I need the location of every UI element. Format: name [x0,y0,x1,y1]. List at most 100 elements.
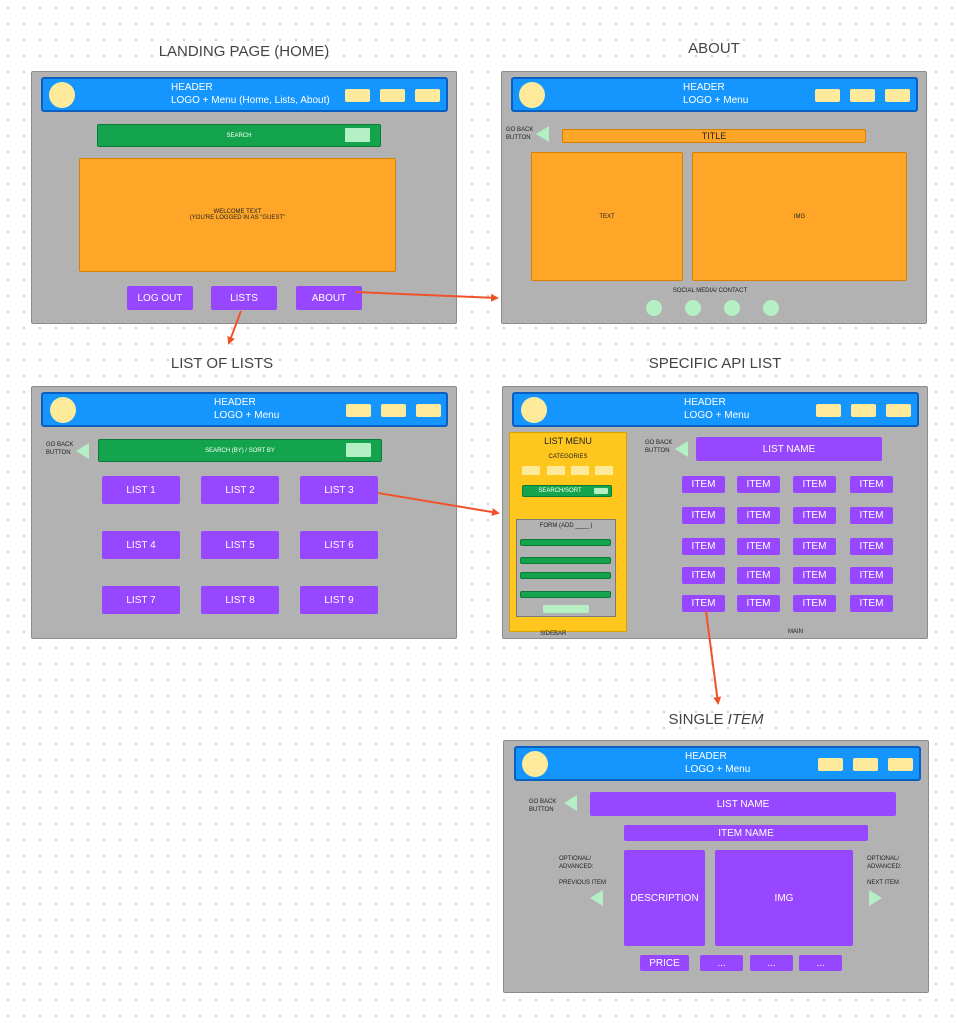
item-button[interactable]: ITEM [737,507,780,524]
landing-menu-button-2[interactable] [380,89,405,102]
list-3-button[interactable]: LIST 3 [300,476,378,504]
form-field-2[interactable] [520,557,611,564]
list-8-button[interactable]: LIST 8 [201,586,279,614]
item-button[interactable]: ITEM [793,476,836,493]
form-field-3[interactable] [520,572,611,579]
social-icon-3[interactable] [724,300,740,316]
specific-menu-button-1[interactable] [816,404,841,417]
sidebar-label: SIDEBAR [540,631,567,637]
item-button[interactable]: ITEM [850,476,893,493]
social-icon-2[interactable] [685,300,701,316]
item-button[interactable]: ITEM [682,538,725,555]
price-button[interactable]: PRICE [640,955,689,971]
list-4-button[interactable]: LIST 4 [102,531,180,559]
about-title-label: TITLE [701,131,727,141]
landing-header-text: HEADER LOGO + Menu (Home, Lists, About) [171,81,341,107]
frame-title-specific-list: SPECIFIC API LIST [648,355,782,372]
landing-search-button[interactable] [345,128,370,142]
list-1-button[interactable]: LIST 1 [102,476,180,504]
single-header-text: HEADER LOGO + Menu [685,750,805,776]
sidebar-search-sort[interactable]: SEARCH/SORT [522,485,612,497]
item-button[interactable]: ITEM [793,507,836,524]
single-header-line2: LOGO + Menu [685,764,751,775]
lists-menu-button-1[interactable] [346,404,371,417]
list-5-button[interactable]: LIST 5 [201,531,279,559]
item-button[interactable]: ITEM [850,507,893,524]
item-button[interactable]: ITEM [793,567,836,584]
category-chip-3[interactable] [571,466,589,475]
item-button[interactable]: ITEM [850,595,893,612]
single-description-label: DESCRIPTION [630,892,699,904]
extra-button-2[interactable]: ... [750,955,793,971]
single-img-label: IMG [774,892,794,904]
single-title-text: SINGLE [668,711,728,728]
landing-welcome-line1: WELCOME TEXT [213,209,262,215]
about-text-box: TEXT [531,152,683,281]
landing-welcome-line2: (YOU'RE LOGGED IN AS "GUEST" [189,215,286,221]
specific-header-text: HEADER LOGO + Menu [684,396,804,422]
item-button[interactable]: ITEM [793,595,836,612]
item-button[interactable]: ITEM [850,538,893,555]
lists-button[interactable]: LISTS [211,286,277,310]
category-chip-4[interactable] [595,466,613,475]
item-button[interactable]: ITEM [737,595,780,612]
item-label: ITEM [802,541,827,552]
item-button[interactable]: ITEM [850,567,893,584]
social-icon-1[interactable] [646,300,662,316]
about-button-label: ABOUT [311,292,347,304]
lists-menu-button-3[interactable] [416,404,441,417]
next-item-icon[interactable] [869,890,882,906]
list-6-button[interactable]: LIST 6 [300,531,378,559]
list-7-button[interactable]: LIST 7 [102,586,180,614]
category-chip-1[interactable] [522,466,540,475]
about-menu-button-2[interactable] [850,89,875,102]
category-chip-2[interactable] [547,466,565,475]
single-menu-button-3[interactable] [888,758,913,771]
lists-search-button[interactable] [346,443,371,457]
landing-menu-button-1[interactable] [345,89,370,102]
single-menu-button-2[interactable] [853,758,878,771]
about-header-text: HEADER LOGO + Menu [683,81,803,107]
landing-menu-button-3[interactable] [415,89,440,102]
single-go-back-icon[interactable] [564,795,577,811]
add-form-title: FORM (ADD ____ ) [539,523,593,529]
landing-search-bar[interactable]: SEARCH [97,124,381,147]
item-button[interactable]: ITEM [682,567,725,584]
about-menu-button-3[interactable] [885,89,910,102]
specific-go-back-icon[interactable] [675,441,688,457]
list-2-button[interactable]: LIST 2 [201,476,279,504]
form-field-1[interactable] [520,539,611,546]
about-button[interactable]: ABOUT [296,286,362,310]
item-button[interactable]: ITEM [737,567,780,584]
item-button[interactable]: ITEM [682,507,725,524]
item-label: ITEM [859,541,884,552]
categories-label: CATEGORIES [548,454,588,460]
list-menu-title: LIST MENU [544,436,592,446]
extra-button-1[interactable]: ... [700,955,743,971]
item-button[interactable]: ITEM [793,538,836,555]
item-button[interactable]: ITEM [682,595,725,612]
item-button[interactable]: ITEM [737,538,780,555]
extra-button-3[interactable]: ... [799,955,842,971]
form-submit-button[interactable] [543,605,589,613]
item-button[interactable]: ITEM [737,476,780,493]
single-menu-button-1[interactable] [818,758,843,771]
previous-item-icon[interactable] [590,890,603,906]
specific-menu-button-2[interactable] [851,404,876,417]
item-button[interactable]: ITEM [682,476,725,493]
social-icon-4[interactable] [763,300,779,316]
form-field-4[interactable] [520,591,611,598]
about-go-back-icon[interactable] [536,126,549,142]
optional-right-line2: ADVANCED: [867,864,902,870]
logout-button-label: LOG OUT [137,292,183,304]
lists-search-bar[interactable]: SEARCH (BY) / SORT BY [98,439,382,462]
about-menu-button-1[interactable] [815,89,840,102]
logout-button[interactable]: LOG OUT [127,286,193,310]
lists-menu-button-2[interactable] [381,404,406,417]
extra-button-2-label: ... [767,957,776,969]
lists-go-back-icon[interactable] [76,443,89,459]
sidebar-search-button[interactable] [594,488,608,494]
landing-header-line1: HEADER [171,82,213,93]
list-9-button[interactable]: LIST 9 [300,586,378,614]
specific-menu-button-3[interactable] [886,404,911,417]
